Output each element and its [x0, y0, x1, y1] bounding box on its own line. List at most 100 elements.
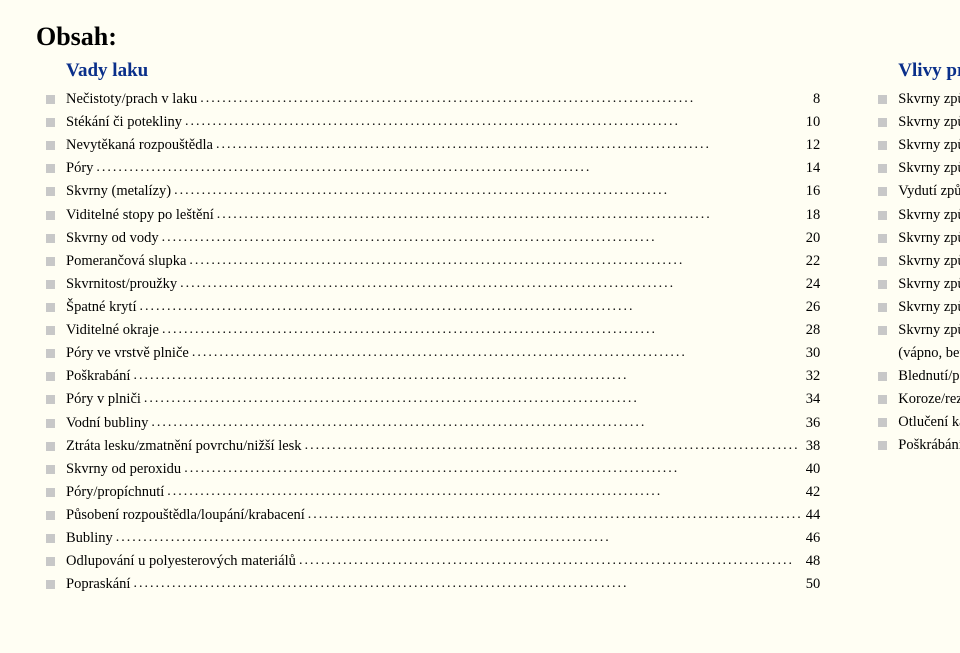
toc-item-label: Skvrny od vody	[66, 227, 159, 250]
toc-item-page: 22	[806, 250, 821, 273]
toc-item-label: Vodní bubliny	[66, 412, 148, 435]
bullet-icon	[878, 372, 887, 381]
toc-item-label: Skvrny způsobené hmyzím sekretem	[898, 134, 960, 157]
bullet-icon	[46, 557, 55, 566]
toc-dots: ........................................…	[214, 204, 806, 226]
bullet-icon	[46, 488, 55, 497]
toc-item: Viditelné stopy po leštění..............…	[36, 204, 820, 227]
toc-item-label: Skvrny od peroxidu	[66, 458, 181, 481]
toc-item-page: 16	[806, 180, 821, 203]
toc-item: Póry/propíchnutí........................…	[36, 481, 820, 504]
toc-item-page: 50	[806, 573, 821, 596]
toc-item-label: Skvrny způsobené ptačím sekretem	[898, 157, 960, 180]
left-heading: Vady laku	[36, 60, 820, 82]
toc-item-label: (vápno, beton, čisticí prostředky zastud…	[898, 342, 960, 365]
bullet-icon	[46, 280, 55, 289]
toc-item: Skvrny (metalízy).......................…	[36, 180, 820, 203]
toc-item-label: Vydutí způsobené brzdovou kapalinou	[898, 180, 960, 203]
bullet-icon	[46, 442, 55, 451]
toc-item: Poškrabání..............................…	[36, 365, 820, 388]
toc-item: Vodní bubliny...........................…	[36, 412, 820, 435]
toc-item-label: Poškrabání	[66, 365, 130, 388]
toc-item: Poškrábání v mycí lince.................…	[868, 434, 960, 457]
bullet-icon	[878, 418, 887, 427]
toc-item-label: Stékání či potekliny	[66, 111, 182, 134]
toc-item-page: 18	[806, 204, 821, 227]
bullet-icon	[46, 303, 55, 312]
toc-item-page: 30	[806, 342, 821, 365]
toc-item-label: Působení rozpouštědla/loupání/krabacení	[66, 504, 305, 527]
toc-dots: ........................................…	[93, 157, 805, 179]
toc-item-page: 26	[806, 296, 821, 319]
toc-item: Skvrny způsobené včelím sekretem........…	[868, 111, 960, 134]
bullet-icon	[878, 187, 887, 196]
bullet-icon	[46, 580, 55, 589]
bullet-icon	[46, 234, 55, 243]
bullet-icon	[878, 441, 887, 450]
toc-item: Skvrny způsobené olejem z převodovky....…	[868, 204, 960, 227]
toc-item-label: Špatné krytí	[66, 296, 136, 319]
toc-item-label: Skvrny způsobené postříkáním asfaltem	[898, 273, 960, 296]
bullet-icon	[878, 257, 887, 266]
bullet-icon	[46, 257, 55, 266]
toc-item-page: 34	[806, 388, 821, 411]
toc-item: Bubliny.................................…	[36, 527, 820, 550]
toc-item-page: 38	[806, 435, 821, 458]
toc-item-label: Nečistoty/prach v laku	[66, 88, 197, 111]
toc-dots: ........................................…	[197, 88, 813, 110]
toc-dots: ........................................…	[171, 180, 806, 202]
toc-item-wrap: (vápno, beton, čisticí prostředky zastud…	[868, 342, 960, 365]
bullet-icon	[46, 211, 55, 220]
toc-item-label: Póry ve vrstvě plniče	[66, 342, 189, 365]
toc-dots: ........................................…	[186, 250, 805, 272]
toc-dots: ........................................…	[181, 458, 806, 480]
toc-item-label: Skvrny způsobené rzí	[898, 296, 960, 319]
toc-item: Popraskání..............................…	[36, 573, 820, 596]
bullet-icon	[878, 95, 887, 104]
bullet-icon	[878, 280, 887, 289]
toc-item-page: 44	[806, 504, 821, 527]
bullet-icon	[878, 234, 887, 243]
bullet-icon	[46, 187, 55, 196]
bullet-icon	[46, 141, 55, 150]
toc-item: Skvrny od vody..........................…	[36, 227, 820, 250]
toc-item-label: Odlupování u polyesterových materiálů	[66, 550, 296, 573]
toc-item: Odlupování u polyesterových materiálů...…	[36, 550, 820, 573]
toc-columns: Vady laku Nečistoty/prach v laku........…	[36, 60, 924, 596]
toc-item-page: 20	[806, 227, 821, 250]
toc-item-page: 28	[806, 319, 821, 342]
bullet-icon	[46, 511, 55, 520]
right-heading: Vlivy prostředí	[868, 60, 960, 82]
toc-item-label: Póry/propíchnutí	[66, 481, 164, 504]
toc-dots: ........................................…	[130, 573, 805, 595]
toc-item-page: 24	[806, 273, 821, 296]
toc-item: Působení rozpouštědla/loupání/krabacení.…	[36, 504, 820, 527]
toc-dots: ........................................…	[305, 504, 806, 526]
bullet-icon	[878, 118, 887, 127]
bullet-icon	[46, 164, 55, 173]
toc-item-page: 10	[806, 111, 821, 134]
toc-item-label: Pomerančová slupka	[66, 250, 186, 273]
toc-dots: ........................................…	[159, 227, 806, 249]
toc-dots: ........................................…	[159, 319, 806, 341]
toc-item: Skvrny způsobené kyselým deštěm.........…	[868, 250, 960, 273]
toc-dots: ........................................…	[189, 342, 806, 364]
bullet-icon	[878, 141, 887, 150]
bullet-icon	[46, 372, 55, 381]
toc-item: Skvrny způsobené postříkáním asfaltem...…	[868, 273, 960, 296]
toc-item: Pomerančová slupka......................…	[36, 250, 820, 273]
toc-dots: ........................................…	[164, 481, 806, 503]
left-column: Vady laku Nečistoty/prach v laku........…	[36, 60, 820, 596]
bullet-icon	[878, 395, 887, 404]
toc-item-label: Skvrny způsobené olejem z převodovky	[898, 204, 960, 227]
toc-item: Skvrny od peroxidu......................…	[36, 458, 820, 481]
bullet-icon	[878, 164, 887, 173]
toc-item-label: Skvrny způsobené stromovou pryskyřicí	[898, 88, 960, 111]
bullet-icon	[46, 465, 55, 474]
toc-dots: ........................................…	[302, 435, 806, 457]
toc-item: Koroze/rez..............................…	[868, 388, 960, 411]
toc-item-label: Skvrnitost/proužky	[66, 273, 177, 296]
bullet-icon	[46, 534, 55, 543]
toc-dots: ........................................…	[130, 365, 805, 387]
toc-item-label: Póry	[66, 157, 93, 180]
